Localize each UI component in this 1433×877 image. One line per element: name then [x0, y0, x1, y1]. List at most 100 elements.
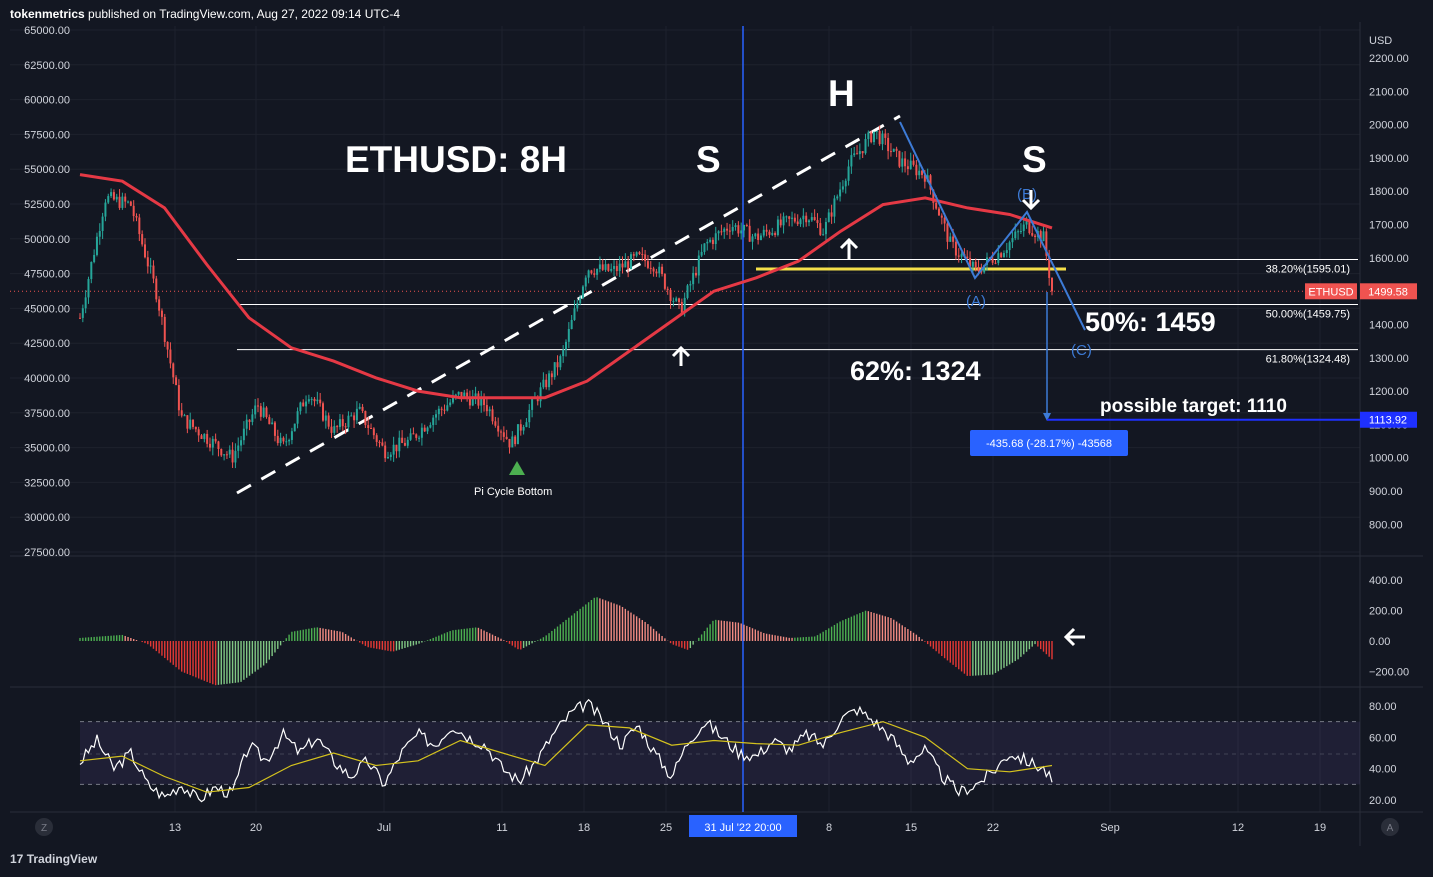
left-tick-label: 62500.00 — [24, 60, 70, 72]
candle-body — [389, 454, 392, 458]
candle-body — [898, 150, 901, 167]
rsi-tick-label: 20.00 — [1369, 795, 1397, 807]
candle-body — [553, 362, 556, 378]
candle-body — [375, 435, 378, 442]
candle-body — [759, 235, 762, 240]
candle-body — [273, 422, 276, 436]
candle-body — [581, 286, 584, 298]
candle-body — [850, 155, 853, 167]
candle-body — [785, 216, 788, 218]
candle-body — [519, 424, 522, 431]
candle-body — [607, 264, 610, 271]
candle-body — [937, 208, 940, 216]
candle-body — [601, 264, 604, 270]
candle-body — [796, 221, 799, 225]
candle-body — [1042, 231, 1045, 242]
candle-body — [743, 225, 746, 231]
candle-body — [115, 196, 118, 200]
candle-body — [884, 133, 887, 138]
macd-tick-label: 0.00 — [1369, 636, 1390, 648]
candle-body — [875, 131, 878, 133]
candle-body — [152, 265, 155, 279]
candle-body — [751, 236, 754, 242]
current-price-symbol: ETHUSD — [1308, 286, 1353, 298]
candle-body — [923, 174, 926, 182]
candle-body — [822, 234, 825, 236]
left-tick-label: 40000.00 — [24, 373, 70, 385]
left-tick-label: 30000.00 — [24, 512, 70, 524]
macd-tick-label: 200.00 — [1369, 606, 1403, 618]
candle-body — [480, 396, 483, 406]
candle-body — [567, 329, 570, 342]
candle-body — [189, 419, 192, 429]
candle-body — [624, 261, 627, 268]
candle-body — [79, 317, 81, 319]
time-tick-label: 22 — [987, 822, 999, 834]
candle-body — [265, 407, 268, 418]
candle-body — [1019, 231, 1022, 233]
right-tick-label: 2000.00 — [1369, 120, 1409, 132]
candle-body — [446, 405, 449, 411]
target-price-badge[interactable]: 1113.92 — [1360, 411, 1417, 428]
candle-body — [474, 393, 477, 397]
right-tick-label: 2100.00 — [1369, 86, 1409, 98]
candle-body — [87, 279, 90, 298]
macd-axis[interactable]: 400.00 200.00 0.00 −200.00 — [1369, 575, 1409, 679]
candle-body — [870, 132, 873, 143]
abc-wave-line[interactable] — [899, 121, 1086, 331]
candle-body — [669, 289, 672, 302]
candle-body — [457, 391, 460, 395]
fib-level-label: 61.80%(1324.48) — [1266, 354, 1350, 366]
candle-body — [454, 394, 457, 397]
candle-body — [143, 244, 146, 258]
candle-body — [107, 196, 110, 203]
candle-body — [748, 225, 751, 242]
left-tick-label: 60000.00 — [24, 95, 70, 107]
left-price-axis[interactable]: 65000.00 62500.00 60000.00 57500.00 55000.00… — [24, 25, 70, 559]
candle-body — [403, 442, 406, 446]
candle-body — [370, 427, 373, 429]
right-tick-label: 1400.00 — [1369, 319, 1409, 331]
candle-body — [166, 341, 169, 350]
candle-body — [483, 396, 486, 406]
time-axis[interactable]: 13 20 Jul 11 18 25 8 15 22 Sep 12 19 — [169, 822, 1326, 834]
candle-body — [367, 425, 370, 428]
measure-badge[interactable]: -435.68 (-28.17%) -43568 — [970, 430, 1128, 456]
candle-body — [847, 166, 850, 181]
candle-body — [101, 216, 104, 232]
candle-body — [618, 263, 621, 272]
fib-retracement[interactable]: 38.20%(1595.01) 50.00%(1459.75) 61.80%(132… — [237, 259, 1358, 366]
author-name: tokenmetrics — [10, 7, 85, 21]
candle-body — [672, 300, 675, 302]
zoom-button[interactable] — [35, 818, 53, 836]
candle-body — [816, 220, 819, 224]
candle-body — [141, 234, 144, 245]
current-price-badge[interactable]: ETHUSD 1499.58 — [1305, 283, 1417, 300]
auto-scale-button[interactable] — [1381, 818, 1399, 836]
candle-body — [604, 264, 607, 270]
rsi-axis[interactable]: 80.00 60.00 40.00 20.00 — [1369, 701, 1397, 807]
candle-body — [302, 402, 305, 407]
rising-trendline[interactable] — [236, 114, 901, 495]
left-arrow-icon — [1063, 627, 1085, 647]
candle-body — [525, 422, 528, 427]
candle-body — [692, 272, 695, 285]
time-tick-label: 25 — [660, 822, 672, 834]
candle-body — [593, 273, 596, 275]
candle-body — [163, 316, 166, 342]
macd-tick-label: 400.00 — [1369, 575, 1403, 587]
candle-body — [237, 445, 240, 451]
candle-body — [694, 272, 697, 276]
candle-body — [211, 438, 214, 448]
candle-body — [584, 277, 587, 287]
candle-body — [635, 252, 638, 256]
candle-body — [720, 231, 723, 233]
candle-body — [271, 422, 274, 425]
left-tick-label: 50000.00 — [24, 234, 70, 246]
tradingview-logo[interactable]: 17 TradingView — [10, 852, 97, 866]
right-tick-label: 1000.00 — [1369, 453, 1409, 465]
candle-body — [149, 265, 152, 267]
candle-body — [757, 233, 760, 240]
candle-body — [856, 153, 859, 155]
